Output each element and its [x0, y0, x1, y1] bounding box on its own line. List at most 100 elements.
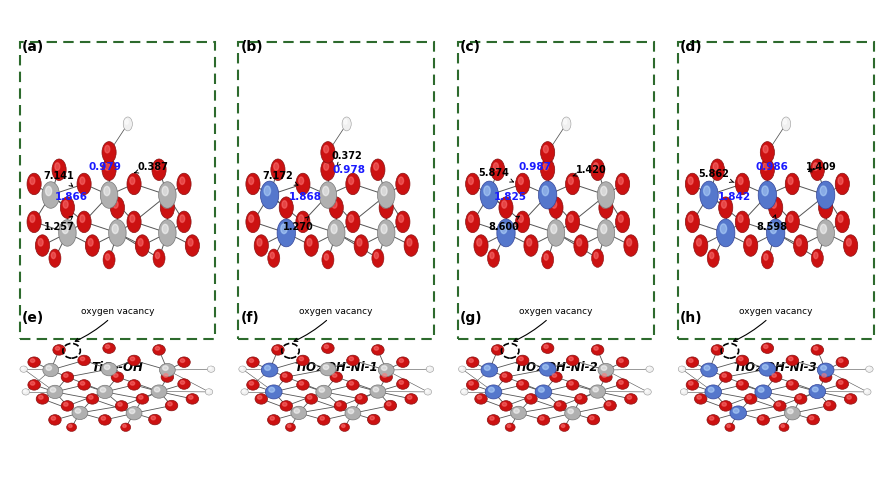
Circle shape	[466, 173, 479, 195]
Circle shape	[177, 173, 191, 195]
Circle shape	[569, 382, 573, 385]
Circle shape	[789, 382, 793, 385]
Circle shape	[103, 343, 115, 353]
Text: 1.868: 1.868	[289, 191, 322, 202]
Circle shape	[188, 239, 193, 246]
Circle shape	[285, 423, 295, 432]
Circle shape	[80, 215, 85, 223]
Circle shape	[162, 225, 168, 234]
Circle shape	[103, 251, 115, 269]
Circle shape	[711, 345, 724, 355]
Circle shape	[46, 366, 51, 370]
Circle shape	[574, 235, 588, 256]
Text: 1.842: 1.842	[718, 191, 750, 202]
Circle shape	[294, 409, 299, 413]
Circle shape	[695, 394, 707, 404]
Circle shape	[480, 181, 499, 209]
Circle shape	[744, 394, 757, 404]
Circle shape	[68, 425, 72, 428]
Text: TiO₂-OH-Ni-2: TiO₂-OH-Ni-2	[514, 361, 598, 374]
Circle shape	[507, 425, 510, 428]
Circle shape	[537, 415, 549, 425]
Circle shape	[710, 252, 714, 259]
Circle shape	[602, 201, 607, 208]
Circle shape	[123, 425, 126, 428]
Circle shape	[396, 173, 410, 195]
Circle shape	[27, 357, 41, 367]
Circle shape	[625, 394, 637, 404]
Text: 5.874: 5.874	[478, 168, 514, 182]
Circle shape	[717, 219, 734, 247]
Circle shape	[517, 380, 529, 390]
Circle shape	[102, 141, 116, 163]
Circle shape	[27, 380, 41, 390]
Text: (g): (g)	[460, 312, 483, 326]
Text: 0.979: 0.979	[89, 161, 121, 172]
Circle shape	[812, 249, 823, 267]
Circle shape	[478, 396, 482, 399]
Circle shape	[330, 197, 343, 218]
Circle shape	[22, 389, 29, 395]
Circle shape	[277, 219, 295, 247]
Circle shape	[24, 390, 27, 392]
Circle shape	[552, 201, 556, 208]
Circle shape	[807, 414, 820, 425]
Circle shape	[743, 235, 758, 256]
Circle shape	[405, 394, 417, 404]
Circle shape	[469, 382, 473, 385]
Circle shape	[77, 173, 91, 195]
Circle shape	[809, 384, 826, 399]
Circle shape	[149, 414, 161, 425]
Circle shape	[783, 120, 787, 124]
Circle shape	[554, 400, 566, 411]
Circle shape	[399, 381, 403, 384]
Circle shape	[781, 117, 790, 131]
Circle shape	[36, 394, 49, 404]
Circle shape	[206, 389, 213, 395]
Circle shape	[559, 423, 570, 432]
Circle shape	[424, 389, 431, 395]
Circle shape	[597, 182, 615, 208]
Circle shape	[258, 396, 262, 399]
Circle shape	[246, 173, 260, 195]
Circle shape	[502, 402, 507, 406]
Circle shape	[319, 182, 337, 208]
Text: 1.270: 1.270	[284, 217, 315, 232]
Circle shape	[282, 201, 287, 208]
Circle shape	[60, 197, 74, 218]
Circle shape	[542, 186, 548, 196]
Circle shape	[296, 211, 310, 233]
Circle shape	[97, 385, 113, 399]
Circle shape	[162, 187, 168, 196]
Circle shape	[682, 390, 685, 392]
Circle shape	[130, 357, 135, 361]
Circle shape	[180, 359, 184, 363]
Circle shape	[55, 163, 59, 170]
Circle shape	[105, 365, 110, 369]
Circle shape	[587, 414, 600, 425]
Circle shape	[565, 211, 579, 233]
Circle shape	[836, 357, 849, 367]
Circle shape	[180, 215, 184, 223]
Circle shape	[209, 367, 212, 369]
Circle shape	[519, 357, 524, 361]
Circle shape	[838, 381, 843, 384]
Circle shape	[810, 416, 814, 420]
Circle shape	[283, 374, 287, 377]
Circle shape	[332, 374, 337, 377]
Circle shape	[77, 211, 91, 233]
Circle shape	[516, 173, 530, 195]
Circle shape	[575, 394, 587, 404]
Circle shape	[101, 417, 105, 420]
Circle shape	[722, 402, 727, 406]
Circle shape	[786, 380, 798, 390]
Circle shape	[543, 145, 548, 153]
Circle shape	[178, 379, 190, 389]
Circle shape	[113, 225, 118, 234]
Circle shape	[776, 402, 781, 406]
Circle shape	[177, 211, 191, 233]
Circle shape	[47, 385, 63, 399]
Circle shape	[49, 249, 61, 267]
Circle shape	[271, 159, 285, 180]
Circle shape	[648, 367, 650, 369]
